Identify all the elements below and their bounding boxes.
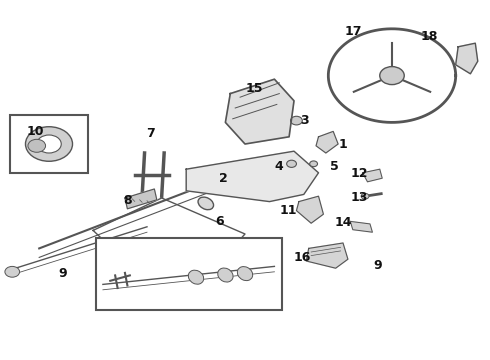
Polygon shape bbox=[125, 189, 157, 209]
Polygon shape bbox=[350, 221, 372, 232]
Text: 4: 4 bbox=[274, 160, 283, 173]
Polygon shape bbox=[306, 243, 348, 268]
Ellipse shape bbox=[198, 197, 214, 210]
Circle shape bbox=[37, 135, 61, 153]
Text: 13: 13 bbox=[351, 191, 368, 204]
Text: 9: 9 bbox=[58, 267, 67, 280]
Text: 6: 6 bbox=[215, 215, 224, 228]
Polygon shape bbox=[186, 151, 318, 202]
Text: 15: 15 bbox=[245, 82, 263, 95]
Text: 5: 5 bbox=[330, 160, 339, 173]
Text: 14: 14 bbox=[334, 216, 352, 229]
Text: 16: 16 bbox=[294, 251, 311, 264]
Ellipse shape bbox=[188, 270, 204, 284]
Polygon shape bbox=[363, 169, 382, 182]
Text: 10: 10 bbox=[26, 125, 44, 138]
Polygon shape bbox=[296, 196, 323, 223]
Ellipse shape bbox=[218, 268, 233, 282]
Text: 7: 7 bbox=[147, 127, 155, 140]
Circle shape bbox=[5, 266, 20, 277]
Text: 18: 18 bbox=[420, 30, 438, 43]
Polygon shape bbox=[316, 131, 338, 153]
Polygon shape bbox=[456, 43, 478, 74]
Circle shape bbox=[28, 139, 46, 152]
Text: 11: 11 bbox=[279, 204, 297, 217]
Text: 1: 1 bbox=[339, 138, 347, 151]
Circle shape bbox=[361, 193, 369, 199]
Bar bbox=[10, 115, 88, 173]
Circle shape bbox=[25, 127, 73, 161]
Circle shape bbox=[291, 116, 302, 125]
Text: 9: 9 bbox=[373, 259, 382, 272]
Text: 2: 2 bbox=[219, 172, 227, 185]
Bar bbox=[96, 238, 282, 310]
Text: 8: 8 bbox=[123, 194, 132, 207]
Circle shape bbox=[380, 67, 404, 85]
Ellipse shape bbox=[237, 267, 253, 280]
Circle shape bbox=[310, 161, 318, 167]
Circle shape bbox=[287, 160, 296, 167]
Polygon shape bbox=[225, 79, 294, 144]
Text: 12: 12 bbox=[350, 167, 368, 180]
Text: 17: 17 bbox=[345, 25, 363, 38]
Text: 3: 3 bbox=[300, 114, 309, 127]
